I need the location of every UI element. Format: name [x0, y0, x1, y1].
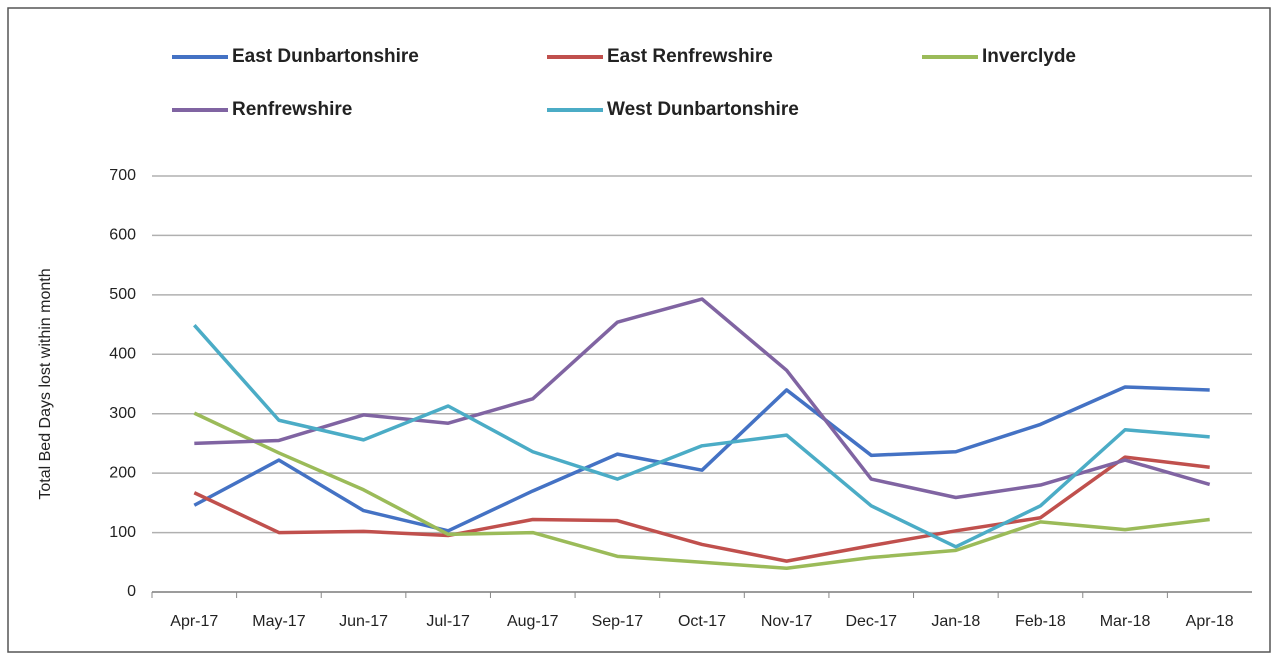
y-tick-label: 200	[109, 464, 136, 481]
legend-label: Renfrewshire	[232, 99, 352, 120]
series-line	[194, 297, 1211, 500]
x-tick-label: Apr-18	[1186, 613, 1234, 630]
legend-label: Inverclyde	[982, 46, 1076, 67]
y-tick-label: 0	[127, 583, 136, 600]
x-tick-label: Jul-17	[426, 613, 470, 630]
legend-label: East Renfrewshire	[607, 46, 773, 67]
y-tick-label: 700	[109, 167, 136, 184]
y-axis-label: Total Bed Days lost within month	[37, 268, 54, 499]
legend-label: East Dunbartonshire	[232, 46, 419, 67]
x-tick-label: Nov-17	[761, 613, 813, 630]
x-tick-label: Jun-17	[339, 613, 388, 630]
x-tick-label: Oct-17	[678, 613, 726, 630]
x-tick-label: Jan-18	[931, 613, 980, 630]
x-tick-label: Dec-17	[845, 613, 897, 630]
x-tick-label: Sep-17	[592, 613, 644, 630]
y-tick-label: 600	[109, 227, 136, 244]
x-tick-label: Apr-17	[170, 613, 218, 630]
series-line	[193, 324, 1210, 549]
series-line	[193, 411, 1210, 570]
x-tick-label: Aug-17	[507, 613, 559, 630]
y-tick-label: 100	[109, 524, 136, 541]
series-line	[193, 385, 1210, 533]
y-tick-label: 500	[109, 286, 136, 303]
y-tick-label: 300	[109, 405, 136, 422]
x-tick-label: Feb-18	[1015, 613, 1066, 630]
chart-border	[7, 7, 1271, 653]
y-tick-label: 400	[109, 346, 136, 363]
x-tick-label: Mar-18	[1100, 613, 1151, 630]
legend-label: West Dunbartonshire	[607, 99, 799, 120]
series-line	[193, 455, 1210, 563]
x-tick-label: May-17	[252, 613, 305, 630]
